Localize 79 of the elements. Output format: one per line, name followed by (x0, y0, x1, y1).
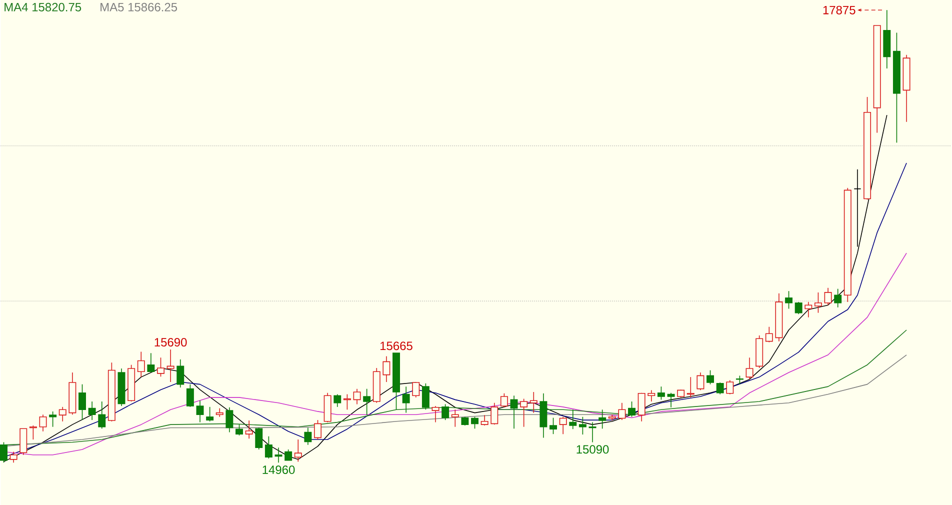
candlestick (157, 356, 164, 377)
candlestick (49, 410, 57, 428)
candlestick (186, 384, 194, 408)
candlestick (78, 384, 86, 420)
candlestick (834, 288, 842, 308)
annotation: 15690 (154, 338, 187, 346)
candlestick (569, 409, 577, 430)
candlestick (598, 409, 606, 429)
candlestick (255, 427, 263, 450)
candlestick (726, 380, 734, 394)
annotation: MA5 15866.25 (100, 2, 178, 12)
candlestick (638, 392, 646, 422)
candlestick (20, 428, 28, 456)
candlestick (765, 326, 773, 342)
candlestick (530, 391, 538, 413)
candlestick (39, 414, 47, 432)
candlestick (824, 287, 832, 306)
text: 14960 (262, 465, 295, 474)
candlestick (520, 398, 528, 428)
candlestick (353, 388, 361, 404)
candlestick (236, 424, 243, 436)
candlestick (294, 438, 302, 462)
candlestick (88, 400, 96, 420)
candlestick (176, 358, 184, 388)
candlestick (618, 402, 626, 420)
candlestick (422, 382, 430, 410)
candlestick (746, 356, 754, 380)
candlestick (696, 372, 704, 390)
candlestick (667, 392, 675, 408)
candlestick (794, 301, 802, 314)
candlestick (196, 400, 204, 422)
annotation: 17875 (823, 6, 856, 14)
annotation: 15090 (576, 444, 609, 454)
candlestick (166, 348, 174, 382)
candlestick (137, 351, 145, 378)
candlestick (686, 376, 694, 398)
candlestick (628, 400, 636, 418)
candlestick (785, 290, 793, 309)
candlestick (334, 394, 342, 408)
candlestick (578, 416, 586, 435)
candlestick (559, 416, 567, 434)
candlestick (432, 405, 440, 422)
candlestick (588, 422, 596, 442)
candlestick (314, 419, 322, 440)
candlestick (550, 417, 557, 434)
candlestick (500, 392, 508, 408)
candlestick (245, 420, 253, 439)
candlestick (442, 404, 450, 420)
candlestick (264, 436, 272, 459)
candlestick (147, 352, 155, 373)
candlestick (648, 390, 656, 402)
candlestick (480, 414, 488, 426)
candlestick (706, 370, 714, 384)
candlestick (854, 168, 862, 247)
candlestick (451, 409, 459, 428)
candlestick (206, 406, 214, 422)
annotation: 15665 (380, 341, 412, 350)
candlestick (284, 448, 292, 461)
candlestick (98, 400, 106, 429)
candlestick (29, 424, 37, 440)
candlestick (471, 416, 478, 429)
candlestick (0, 442, 8, 463)
candlestick (657, 386, 665, 400)
candlestick (274, 447, 282, 463)
candlestick (343, 394, 351, 410)
candlestick (412, 381, 420, 398)
candlestick (58, 406, 66, 422)
candlestick (490, 402, 498, 425)
candlestick (716, 382, 724, 394)
annotation: MA4 15820.75 (4, 2, 82, 12)
candlestick (814, 292, 822, 313)
candlestick (363, 388, 371, 416)
candlestick (402, 386, 410, 413)
candlestick (10, 451, 18, 463)
candlestick (382, 356, 390, 382)
candlestick (804, 301, 812, 318)
candlestick (510, 394, 518, 429)
candlestick (304, 427, 312, 446)
candlestick (226, 406, 234, 432)
